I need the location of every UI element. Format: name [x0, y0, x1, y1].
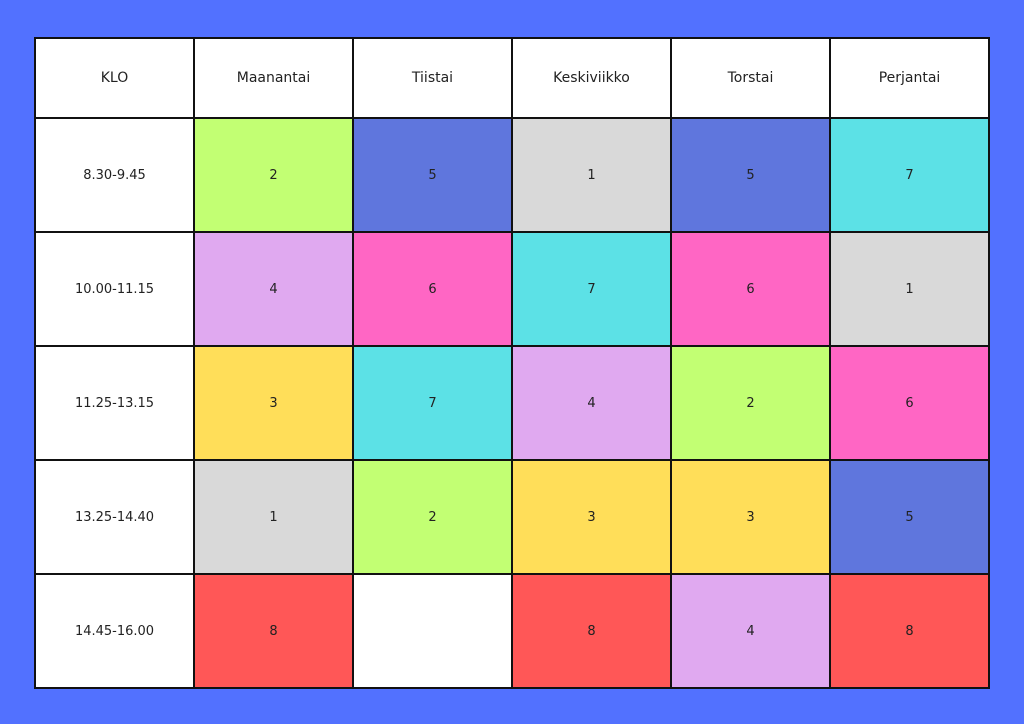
- schedule-cell: 1: [511, 117, 672, 233]
- schedule-cell: 7: [829, 117, 990, 233]
- schedule-cell: 5: [670, 117, 831, 233]
- table-row: 13.25-14.40 1 2 3 3 5: [34, 459, 990, 575]
- schedule-cell: 4: [670, 573, 831, 689]
- schedule-cell: 2: [670, 345, 831, 461]
- schedule-cell: 3: [511, 459, 672, 575]
- day-column-header: Keskiviikko: [511, 37, 672, 119]
- schedule-cell: 3: [193, 345, 354, 461]
- schedule-cell: 6: [670, 231, 831, 347]
- table-row: 14.45-16.00 8 8 4 8: [34, 573, 990, 689]
- timetable: KLO Maanantai Tiistai Keskiviikko Torstai Per…: [34, 37, 990, 689]
- table-row: 11.25-13.15 3 7 4 2 6: [34, 345, 990, 461]
- schedule-cell: 5: [829, 459, 990, 575]
- schedule-cell: 8: [193, 573, 354, 689]
- time-slot-label: 13.25-14.40: [34, 459, 195, 575]
- schedule-cell: 4: [193, 231, 354, 347]
- schedule-cell: 2: [352, 459, 513, 575]
- header-row: KLO Maanantai Tiistai Keskiviikko Torstai Per…: [34, 37, 990, 119]
- time-slot-label: 10.00-11.15: [34, 231, 195, 347]
- table-row: 8.30-9.45 2 5 1 5 7: [34, 117, 990, 233]
- day-column-header: Maanantai: [193, 37, 354, 119]
- schedule-cell: 6: [829, 345, 990, 461]
- schedule-cell: [352, 573, 513, 689]
- schedule-cell: 6: [352, 231, 513, 347]
- day-column-header: Torstai: [670, 37, 831, 119]
- schedule-cell: 7: [352, 345, 513, 461]
- schedule-cell: 4: [511, 345, 672, 461]
- schedule-cell: 5: [352, 117, 513, 233]
- day-column-header: Perjantai: [829, 37, 990, 119]
- schedule-cell: 1: [829, 231, 990, 347]
- time-slot-label: 11.25-13.15: [34, 345, 195, 461]
- time-column-header: KLO: [34, 37, 195, 119]
- time-slot-label: 8.30-9.45: [34, 117, 195, 233]
- schedule-cell: 8: [511, 573, 672, 689]
- schedule-cell: 3: [670, 459, 831, 575]
- schedule-cell: 1: [193, 459, 354, 575]
- day-column-header: Tiistai: [352, 37, 513, 119]
- table-row: 10.00-11.15 4 6 7 6 1: [34, 231, 990, 347]
- schedule-cell: 7: [511, 231, 672, 347]
- schedule-cell: 8: [829, 573, 990, 689]
- time-slot-label: 14.45-16.00: [34, 573, 195, 689]
- schedule-cell: 2: [193, 117, 354, 233]
